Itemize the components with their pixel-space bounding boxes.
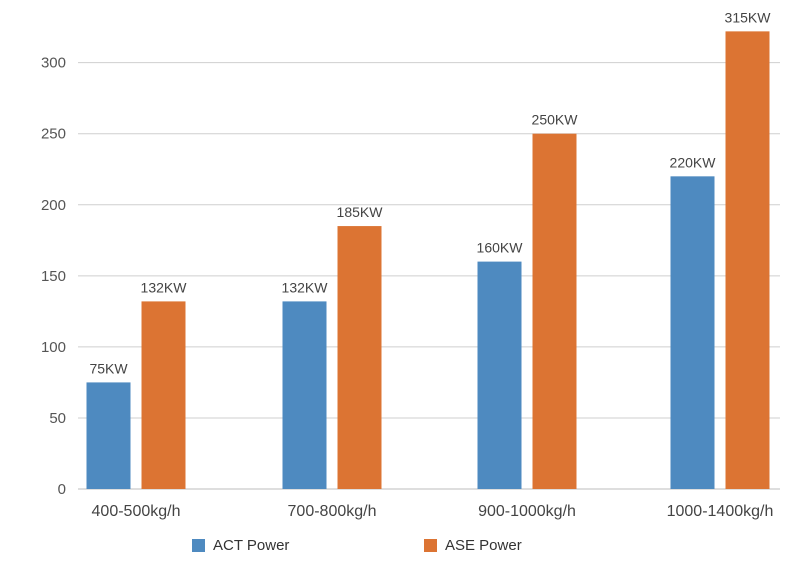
data-label: 220KW [670,154,717,170]
bar-ase-3 [726,31,770,489]
x-category-label: 1000-1400kg/h [667,503,774,520]
bar-act-2 [478,262,522,489]
bar-act-1 [283,301,327,489]
data-labels: 75KW 132KW 132KW 185KW 160KW 250KW 220KW 315KW [89,9,771,376]
y-tick-label: 100 [41,339,66,356]
y-tick-label: 200 [41,197,66,214]
bar-act-0 [87,382,131,489]
x-axis-categories: 400-500kg/h 700-800kg/h 900-1000kg/h 1000-1… [92,503,774,520]
data-label: 315KW [725,9,772,25]
x-category-label: 700-800kg/h [288,503,377,520]
y-tick-label: 150 [41,268,66,285]
bar-act-3 [671,176,715,489]
y-tick-label: 0 [58,481,66,498]
y-tick-label: 300 [41,55,66,72]
bars [87,31,770,489]
data-label: 75KW [89,360,128,376]
legend-label: ASE Power [445,537,522,554]
x-category-label: 400-500kg/h [92,503,181,520]
data-label: 250KW [532,112,579,128]
data-label: 160KW [477,240,524,256]
y-tick-label: 50 [49,410,66,427]
bar-ase-2 [533,134,577,489]
bar-ase-0 [142,301,186,489]
y-axis-ticks: 0 50 100 150 200 250 300 [41,55,66,498]
bar-ase-1 [338,226,382,489]
legend-swatch [192,539,205,552]
data-label: 185KW [337,204,384,220]
x-category-label: 900-1000kg/h [478,503,576,520]
data-label: 132KW [141,279,188,295]
legend-label: ACT Power [213,537,289,554]
legend: ACT Power ASE Power [192,537,522,554]
y-tick-label: 250 [41,126,66,143]
data-label: 132KW [282,279,329,295]
legend-swatch [424,539,437,552]
